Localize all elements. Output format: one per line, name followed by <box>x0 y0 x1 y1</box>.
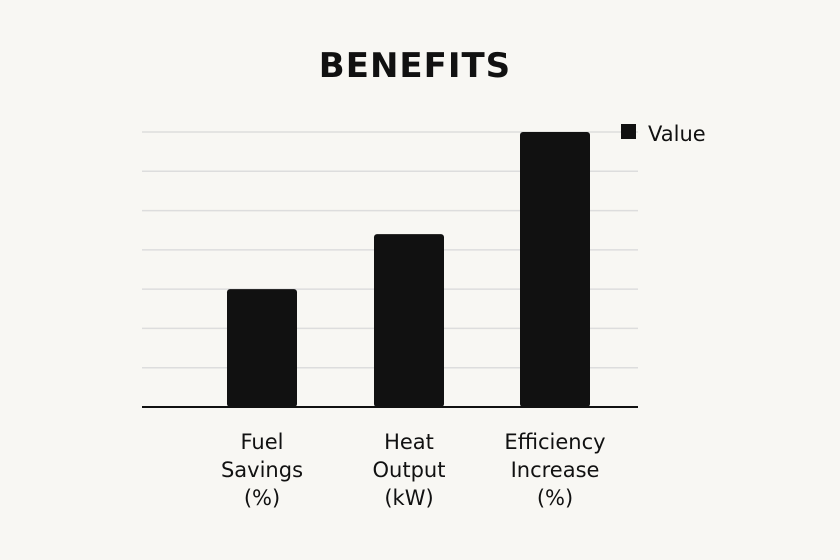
x-tick-label-line: Fuel <box>241 430 284 454</box>
x-tick-label-line: Heat <box>384 430 434 454</box>
legend-swatch <box>621 124 636 139</box>
bar <box>374 234 444 407</box>
bar <box>227 289 297 407</box>
x-tick-label-line: Increase <box>511 458 600 482</box>
x-tick-label: Efficiency Increase (%) <box>504 430 605 510</box>
x-tick-label-line: Savings <box>221 458 303 482</box>
bars <box>227 132 590 407</box>
x-tick-labels: Fuel Savings (%) Heat Output (kW) Efficiency In… <box>221 430 606 510</box>
x-tick-label-line: Output <box>373 458 446 482</box>
x-tick-label-line: (%) <box>244 486 280 510</box>
legend: Value <box>621 122 706 146</box>
x-tick-label-line: (%) <box>537 486 573 510</box>
x-tick-label-line: Efficiency <box>504 430 605 454</box>
x-tick-label-line: (kW) <box>384 486 433 510</box>
chart-title: BENEFITS <box>319 46 511 86</box>
legend-label: Value <box>648 122 706 146</box>
x-tick-label: Heat Output (kW) <box>373 430 446 510</box>
bar <box>520 132 590 407</box>
x-tick-label: Fuel Savings (%) <box>221 430 303 510</box>
